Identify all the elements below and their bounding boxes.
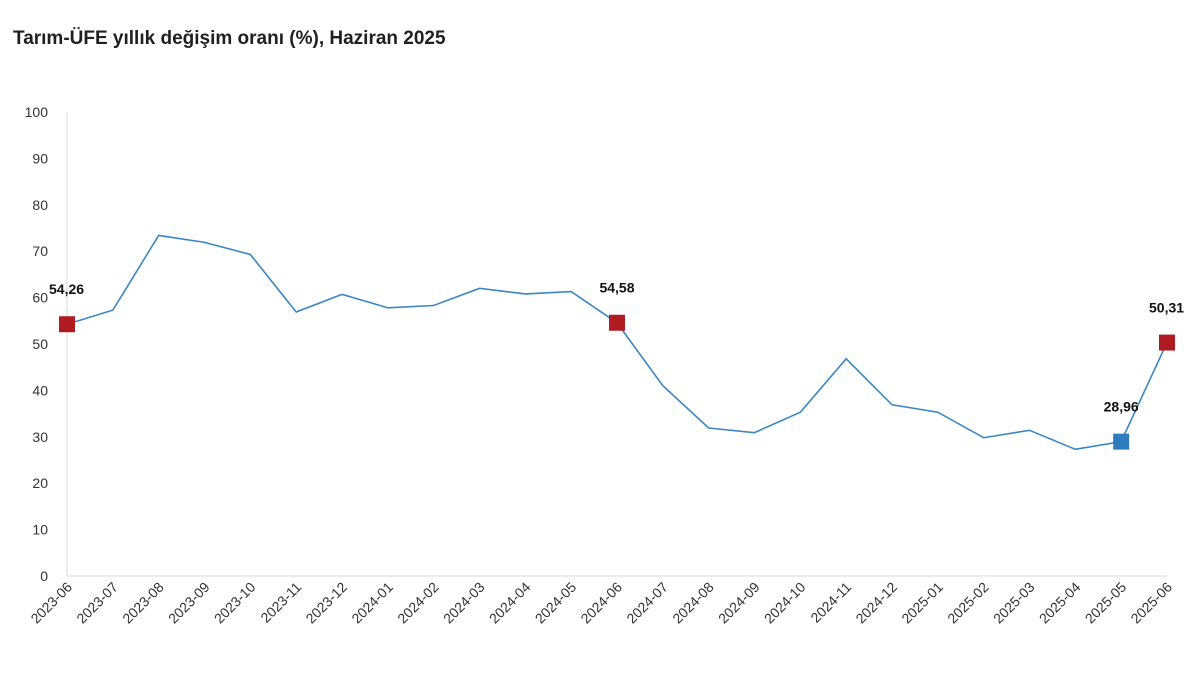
x-tick-label: 2023-10 [211,579,259,627]
x-tick-label: 2023-12 [302,579,350,627]
data-label: 54,26 [49,281,84,297]
y-tick-label: 80 [32,197,48,213]
x-tick-label: 2024-02 [394,579,442,627]
x-tick-label: 2023-06 [27,579,75,627]
highlight-marker [1159,334,1175,351]
x-tick-label: 2024-11 [807,579,854,626]
y-tick-label: 50 [32,336,48,352]
x-tick-label: 2024-03 [440,579,488,627]
x-tick-label: 2024-01 [348,579,396,627]
data-label: 54,58 [599,280,634,296]
y-tick-label: 20 [32,475,48,491]
x-tick-label: 2024-09 [715,579,763,627]
highlight-marker [59,316,75,333]
highlight-marker [1113,433,1130,450]
x-tick-label: 2025-01 [898,579,946,627]
y-tick-label: 40 [32,382,48,398]
x-axis-ticks: 2023-062023-072023-082023-092023-102023-… [27,579,1175,627]
highlight-marker [609,314,625,331]
x-tick-label: 2023-08 [119,579,167,627]
x-tick-label: 2023-07 [73,579,121,627]
x-tick-label: 2024-12 [852,579,900,627]
x-tick-label: 2025-04 [1036,579,1084,627]
x-tick-label: 2025-05 [1082,579,1130,627]
y-tick-label: 30 [32,429,48,445]
x-tick-label: 2023-09 [165,579,213,627]
x-tick-label: 2023-11 [257,579,304,626]
y-axis-ticks: 0 10 20 30 40 50 60 70 80 90 100 [25,104,49,584]
highlight-markers [59,314,1175,450]
y-tick-label: 70 [32,243,48,259]
x-tick-label: 2025-02 [944,579,992,627]
data-labels: 54,26 54,58 28,96 50,31 [49,280,1184,415]
y-tick-label: 100 [25,104,49,120]
x-tick-label: 2025-06 [1127,579,1175,627]
y-tick-label: 90 [32,150,48,166]
x-tick-label: 2024-07 [623,579,671,627]
x-tick-label: 2024-08 [669,579,717,627]
x-tick-label: 2024-04 [486,579,534,627]
y-tick-label: 60 [32,290,48,306]
data-label: 50,31 [1149,300,1184,316]
x-tick-label: 2024-10 [761,579,809,627]
series-line [66,234,1168,451]
chart-title: Tarım-ÜFE yıllık değişim oranı (%), Hazi… [13,28,446,49]
x-tick-label: 2024-06 [577,579,625,627]
x-tick-label: 2025-03 [990,579,1038,627]
y-tick-label: 10 [32,522,48,538]
x-tick-label: 2024-05 [532,579,580,627]
data-label: 28,96 [1104,399,1139,415]
y-tick-label: 0 [40,568,48,584]
